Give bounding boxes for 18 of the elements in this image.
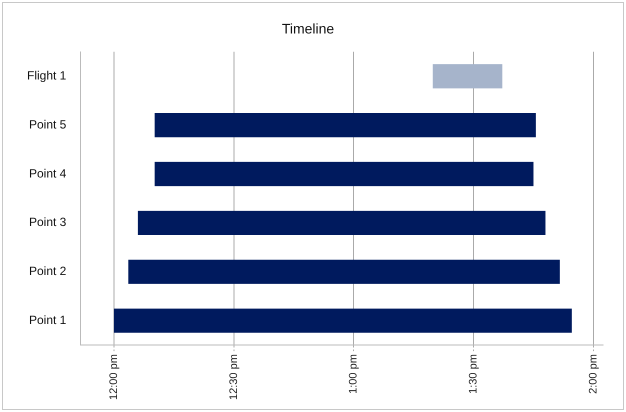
x-tick-label: 1:00 pm	[348, 354, 360, 394]
bar	[432, 64, 502, 88]
x-tick-label: 12:30 pm	[228, 354, 240, 400]
bar	[114, 308, 572, 333]
chart-title: Timeline	[282, 20, 334, 36]
bar	[154, 162, 534, 186]
y-tick-label: Point 4	[28, 166, 67, 180]
bar	[138, 210, 546, 236]
y-tick-label: Point 1	[28, 313, 67, 328]
bar	[154, 113, 536, 138]
bar	[128, 260, 560, 284]
x-tick-label: 2:00 pm	[587, 354, 600, 394]
y-tick-label: Flight 1	[26, 68, 67, 83]
y-tick-label: Point 5	[28, 117, 67, 132]
y-tick-label: Point 2	[28, 264, 67, 278]
x-tick-label: 1:30 pm	[468, 354, 480, 394]
y-tick-label: Point 3	[28, 215, 67, 230]
x-tick-label: 12:00 pm	[108, 354, 120, 400]
